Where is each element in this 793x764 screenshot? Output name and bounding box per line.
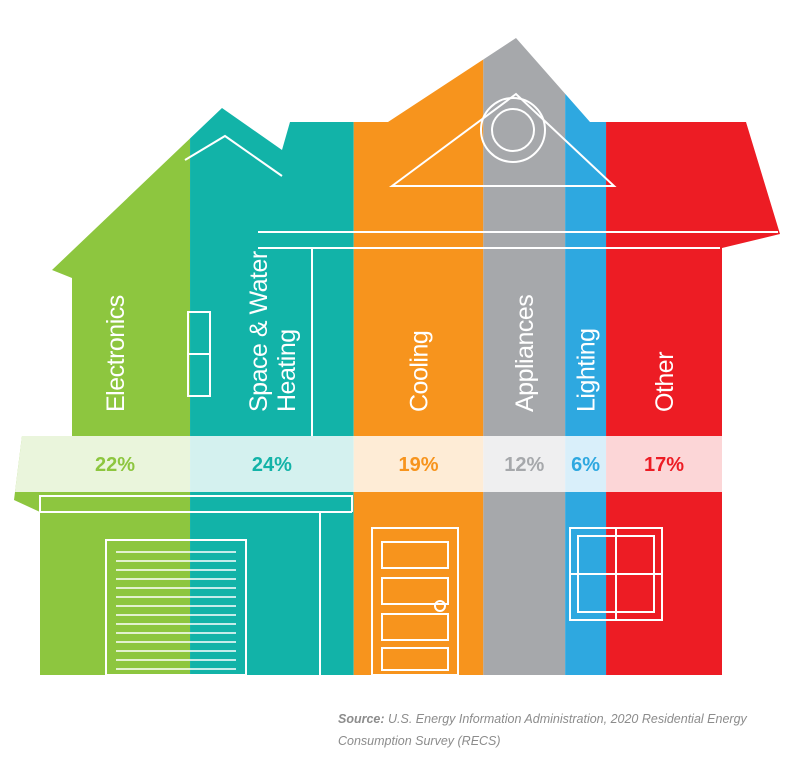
- left-gable-trim: [184, 134, 283, 177]
- porch-roof-trim: [39, 495, 353, 512]
- value-label: 22%: [95, 454, 135, 476]
- garage-door-frame: [105, 539, 247, 676]
- category-label-line: Cooling: [406, 331, 434, 412]
- door-panel-2: [381, 577, 449, 605]
- category-label: Other: [651, 352, 679, 412]
- door-panel-1: [381, 541, 449, 569]
- gable-vent-inner: [491, 108, 535, 152]
- door-panel-3: [381, 613, 449, 641]
- source-note: Source: U.S. Energy Information Administ…: [338, 708, 758, 752]
- value-label: 6%: [571, 454, 600, 476]
- garage-door-slats: [116, 551, 236, 670]
- category-label-line: Other: [651, 352, 679, 412]
- band-lighting: [565, 38, 607, 675]
- category-label-line: Space & Water: [245, 251, 273, 412]
- house-outline-details: [39, 92, 778, 676]
- category-label: Space & WaterHeating: [245, 251, 301, 412]
- category-label: Lighting: [573, 328, 601, 412]
- door-panel-4: [381, 647, 449, 671]
- house-chart: Electronics Space & WaterHeating Cooling Ap…: [14, 38, 780, 676]
- category-label-line: Heating: [273, 329, 301, 412]
- value-label: 17%: [644, 454, 684, 476]
- value-label: 12%: [504, 454, 544, 476]
- front-door: [371, 527, 459, 676]
- category-label: Electronics: [102, 295, 130, 412]
- category-label-line: Electronics: [102, 295, 130, 412]
- value-strip: [14, 436, 725, 492]
- source-label: Source:: [338, 712, 385, 726]
- band-other: [606, 38, 780, 675]
- category-label-line: Lighting: [573, 328, 601, 412]
- door-knob: [434, 600, 446, 612]
- band-electronics: [14, 38, 191, 675]
- category-label: Cooling: [406, 331, 434, 412]
- category-labels: Electronics Space & WaterHeating Cooling Ap…: [102, 251, 679, 412]
- value-label: 24%: [252, 454, 292, 476]
- value-label: 19%: [398, 454, 438, 476]
- band-space-water-heating: [190, 38, 354, 675]
- gable-vent-outer: [480, 97, 546, 163]
- category-label-line: Appliances: [511, 295, 539, 412]
- source-text: U.S. Energy Information Administration, …: [338, 712, 747, 748]
- gable-triangle: [388, 92, 617, 187]
- category-label: Appliances: [511, 295, 539, 412]
- value-labels: 22% 24% 19% 12% 6% 17%: [95, 454, 684, 476]
